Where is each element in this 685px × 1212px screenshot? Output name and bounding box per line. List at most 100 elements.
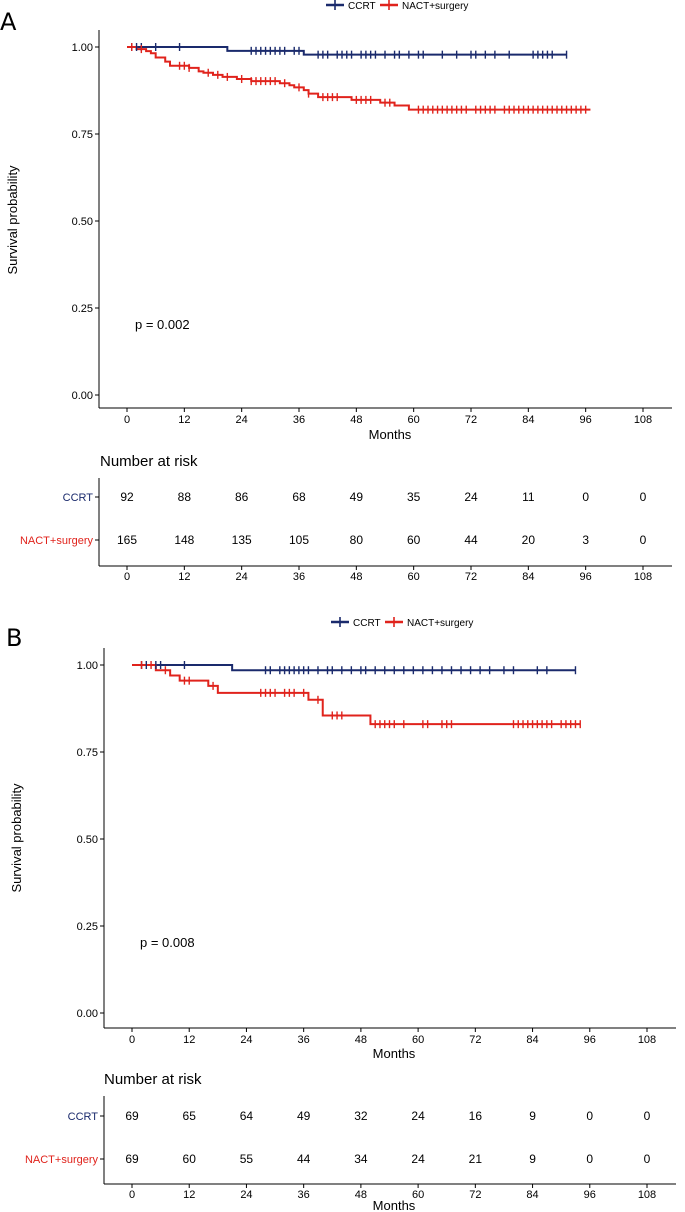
x-tick-labels: 0 12 24 36 48 60 72 84 96 108 [129,1034,656,1046]
x-tick-label: 0 [124,414,130,426]
risk-table-title: Number at risk [100,453,198,470]
risk-count: 3 [582,533,589,547]
x-tick-label: 96 [580,414,592,426]
panel-b-x-axis: 0 12 24 36 48 60 72 84 96 108 Months [104,1027,676,1061]
x-tick-label: 72 [465,571,477,583]
risk-count: 49 [350,490,364,504]
risk-row-ccrt: 69 65 64 49 32 24 16 9 0 0 [125,1109,650,1123]
risk-count: 86 [235,490,249,504]
panel-b-x-axis-label: Months [373,1046,416,1061]
risk-table-x-ticks [126,566,644,570]
risk-count: 69 [125,1109,139,1123]
risk-row-ccrt: 92 88 86 68 49 35 24 11 0 0 [120,490,646,504]
risk-count: 0 [640,533,647,547]
risk-count: 16 [469,1109,483,1123]
x-tick-label: 60 [412,1189,424,1201]
risk-table-x-tick-labels: 0 12 24 36 48 60 72 84 96 108 [124,571,652,583]
y-tick-label: 0.50 [72,216,93,228]
x-tick-label: 96 [580,571,592,583]
panel-a: A CCRT NACT+surgery Survival probability… [0,0,672,583]
risk-count: 55 [240,1152,254,1166]
x-tick-label: 24 [236,414,248,426]
risk-count: 11 [522,490,535,504]
panel-b: B CCRT NACT+surgery Survival probability… [6,617,676,1212]
risk-table-x-tick-labels: 0 12 24 36 48 60 72 84 96 108 [129,1189,656,1201]
risk-count: 88 [178,490,192,504]
risk-count: 35 [407,490,421,504]
risk-row-nact: 69 60 55 44 34 24 21 9 0 0 [125,1152,650,1166]
panel-a-y-axis: 1.00 0.75 0.50 0.25 0.00 [72,30,100,408]
x-tick-label: 48 [355,1189,367,1201]
risk-count: 9 [529,1152,536,1166]
risk-count: 9 [529,1109,536,1123]
x-tick-label: 60 [408,571,420,583]
x-tick-label: 36 [293,414,305,426]
x-tick-label: 60 [408,414,420,426]
risk-table-x-axis-label: Months [373,1198,416,1212]
nact-surgery-censor-marks [140,661,581,729]
panel-a-curves [127,43,591,114]
panel-a-p-value: p = 0.002 [135,317,190,332]
risk-count: 24 [411,1109,425,1123]
x-tick-label: 12 [178,571,190,583]
panel-a-legend: CCRT NACT+surgery [326,0,468,12]
risk-row-label-ccrt: CCRT [63,492,94,504]
risk-count: 49 [297,1109,311,1123]
x-tick-label: 36 [293,571,305,583]
x-tick-label: 24 [240,1034,252,1046]
y-tick-label: 0.75 [72,129,93,141]
risk-count: 32 [354,1109,368,1123]
x-tick-label: 12 [183,1189,195,1201]
risk-count: 0 [586,1109,593,1123]
x-tick-label: 96 [584,1034,596,1046]
risk-count: 165 [117,533,137,547]
y-tick-label: 1.00 [77,660,98,672]
risk-count: 24 [411,1152,425,1166]
x-tick-label: 84 [526,1034,538,1046]
risk-count: 105 [289,533,309,547]
risk-row-label-ccrt: CCRT [68,1111,99,1123]
risk-count: 68 [292,490,306,504]
panel-b-y-axis: 1.00 0.75 0.50 0.25 0.00 [77,648,105,1028]
x-tick-label: 12 [183,1034,195,1046]
x-tick-label: 108 [634,414,652,426]
x-tick-label: 108 [634,571,652,583]
x-tick-label: 48 [355,1034,367,1046]
ccrt-survival-curve [132,664,576,672]
panel-a-x-axis: 0 12 24 36 48 60 72 84 96 108 Months [99,407,672,442]
risk-count: 0 [586,1152,593,1166]
panel-a-y-axis-label: Survival probability [5,165,20,275]
legend-ccrt-label: CCRT [353,618,381,629]
x-tick-label: 24 [236,571,248,583]
panel-b-curves [132,661,581,729]
x-tick-labels: 0 12 24 36 48 60 72 84 96 108 [124,414,652,426]
x-tick-label: 0 [124,571,130,583]
risk-row-label-nact: NACT+surgery [20,535,94,547]
risk-count: 44 [297,1152,311,1166]
risk-row-nact: 165 148 135 105 80 60 44 20 3 0 [117,533,647,547]
risk-count: 69 [125,1152,139,1166]
risk-table-title: Number at risk [104,1071,202,1088]
x-tick-label: 72 [469,1189,481,1201]
panel-b-risk-table: Number at risk CCRT NACT+surgery 69 65 6… [25,1071,676,1212]
x-tick-label: 84 [522,571,534,583]
x-tick-label: 0 [129,1189,135,1201]
panel-b-y-axis-label: Survival probability [9,783,24,893]
y-tick-label: 0.25 [72,303,93,315]
y-tick-label: 1.00 [72,42,93,54]
x-ticks [131,1028,648,1032]
risk-row-label-nact: NACT+surgery [25,1154,99,1166]
risk-count: 64 [240,1109,254,1123]
risk-count: 65 [183,1109,197,1123]
risk-count: 60 [407,533,421,547]
x-tick-label: 84 [522,414,534,426]
x-tick-label: 24 [240,1189,252,1201]
legend-ccrt-label: CCRT [348,1,376,12]
panel-a-label: A [0,8,17,36]
risk-count: 148 [174,533,194,547]
y-tick-label: 0.25 [77,921,98,933]
risk-count: 92 [120,490,134,504]
x-tick-label: 72 [465,414,477,426]
x-tick-label: 36 [298,1189,310,1201]
